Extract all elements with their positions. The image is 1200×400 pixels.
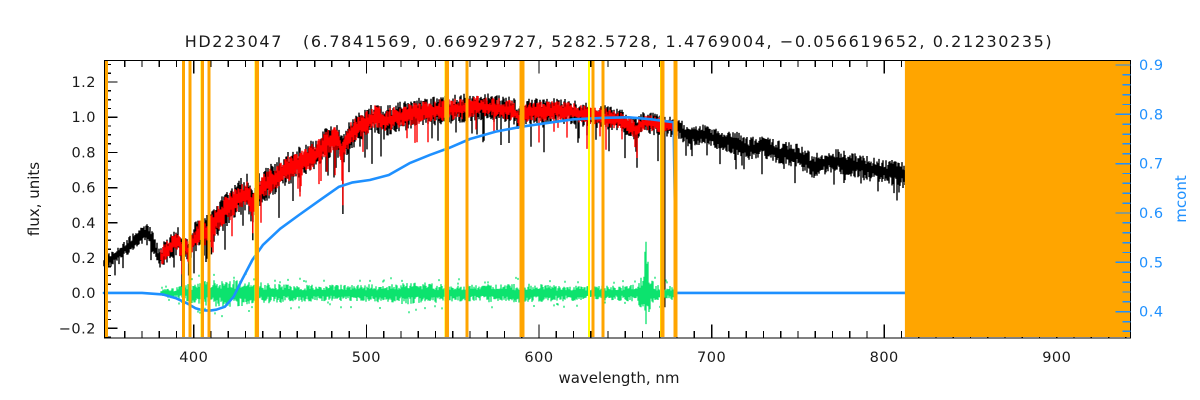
y-axis-right-label: mcont bbox=[1172, 175, 1190, 223]
right-axis-tick-marks bbox=[1115, 64, 1131, 333]
y-right-tick-label: 0.9 bbox=[1139, 58, 1164, 74]
spectral-line-markers-layer bbox=[104, 61, 1131, 337]
x-axis-label: wavelength, nm bbox=[558, 369, 679, 387]
y-left-tick-label: 0.8 bbox=[71, 145, 96, 161]
y-axis-left-label: flux, units bbox=[25, 162, 43, 236]
y-left-tick-label: 0.6 bbox=[71, 181, 96, 197]
y-right-tick-label: 0.4 bbox=[1139, 305, 1164, 321]
axis-ticks-right-blue bbox=[1115, 64, 1131, 333]
x-tick-label: 600 bbox=[524, 350, 553, 366]
y-right-tick-label: 0.7 bbox=[1139, 157, 1164, 173]
y-left-tick-label: −0.2 bbox=[59, 321, 96, 337]
x-tick-label: 700 bbox=[697, 350, 726, 366]
y-left-tick-label: 1.2 bbox=[71, 75, 96, 91]
y-left-tick-label: 0.4 bbox=[71, 216, 96, 232]
x-tick-label: 800 bbox=[870, 350, 899, 366]
y-left-tick-label: 0.2 bbox=[71, 251, 96, 267]
x-tick-label: 400 bbox=[179, 350, 208, 366]
y-right-tick-label: 0.6 bbox=[1139, 206, 1164, 222]
x-tick-label: 900 bbox=[1042, 350, 1071, 366]
fitted-spectrum-series bbox=[160, 96, 678, 275]
y-left-tick-label: 1.0 bbox=[71, 110, 96, 126]
chart-title: HD223047 (6.7841569, 0.66929727, 5282.57… bbox=[185, 32, 1054, 51]
telluric-mask-band bbox=[904, 61, 1131, 337]
x-tick-label: 500 bbox=[352, 350, 381, 366]
y-right-tick-label: 0.8 bbox=[1139, 107, 1164, 123]
mcont-curve-series bbox=[102, 116, 907, 312]
data-series-layer bbox=[102, 93, 907, 325]
y-left-tick-label: 0.0 bbox=[71, 286, 96, 302]
y-right-tick-label: 0.5 bbox=[1139, 255, 1164, 271]
tick-labels-layer: 400 500 600 700 800 900 −0.2 0.0 0.2 0.4 0.6 0.8 1.0… bbox=[59, 58, 1164, 366]
plot-border-box bbox=[103, 59, 1132, 339]
